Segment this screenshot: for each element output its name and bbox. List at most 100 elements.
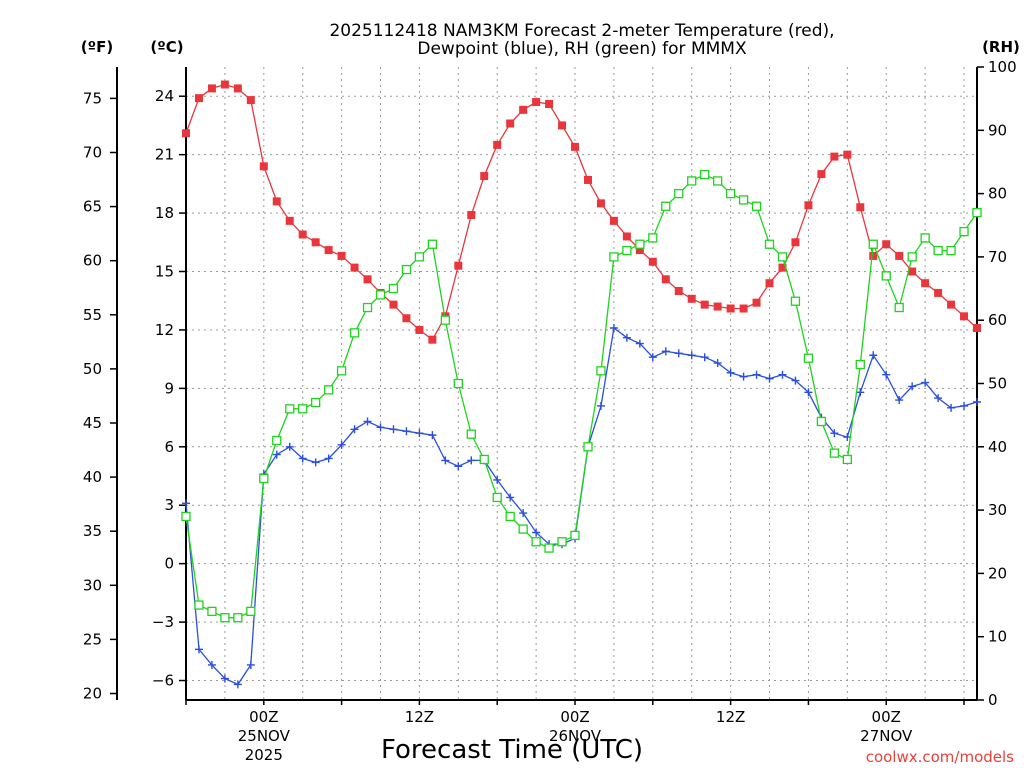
rh-point [323, 385, 334, 395]
dewpoint-point [596, 401, 605, 410]
dewpoint-point [830, 429, 839, 438]
temperature-point [558, 121, 567, 130]
celsius-tick-label: 0 [164, 555, 174, 573]
rh-point [349, 328, 360, 338]
rh-point [298, 404, 308, 414]
rh-point [907, 252, 917, 262]
dewpoint-point [895, 396, 904, 405]
rh-point [388, 283, 399, 294]
rh-tick-label: 40 [988, 438, 1007, 456]
rh-point [946, 245, 956, 256]
dewpoint-point [739, 372, 748, 381]
temperature-point [765, 279, 774, 288]
dewpoint-point [532, 528, 541, 537]
temperature-point [596, 199, 605, 208]
dewpoint-point [389, 425, 398, 434]
rh-point [414, 252, 425, 262]
temperature-point [609, 216, 618, 225]
celsius-tick-label: 9 [164, 379, 174, 397]
celsius-tick-label: −6 [152, 672, 174, 690]
rh-point [816, 416, 827, 427]
rh-point [544, 543, 554, 553]
series-temperature [182, 80, 981, 344]
temperature-point [532, 98, 541, 107]
series-rh [181, 169, 982, 623]
rh-point [829, 448, 840, 458]
dewpoint-point [752, 370, 761, 379]
credit-link[interactable]: coolwx.com/models [866, 748, 1014, 766]
x-tick-label: 00Z [872, 708, 901, 726]
dewpoint-point [778, 370, 787, 379]
rh-point [207, 606, 217, 617]
rh-tick-label: 0 [988, 691, 998, 709]
dewpoint-point [337, 440, 346, 449]
rh-point [401, 264, 412, 275]
rh-tick-label: 90 [988, 121, 1007, 139]
celsius-tick-label: 3 [164, 496, 174, 514]
rh-point [492, 492, 502, 503]
temperature-point [687, 294, 696, 303]
dewpoint-point [921, 378, 930, 387]
temperature-point [882, 240, 891, 249]
rh-point [700, 169, 710, 180]
rh-point [959, 226, 969, 237]
temperature-point [182, 129, 190, 138]
dewpoint-point [856, 388, 865, 397]
dewpoint-point [960, 401, 969, 410]
dewpoint-point [285, 442, 294, 451]
rh-point [738, 195, 749, 205]
temperature-point [363, 275, 372, 284]
temperature-point [493, 140, 502, 149]
x-tick-date: 27NOV [860, 727, 913, 745]
temperature-point [428, 335, 437, 344]
rh-point [557, 537, 567, 547]
rh-point [362, 302, 373, 313]
temperature-point [272, 197, 281, 206]
temperature-point [285, 216, 294, 225]
temperature-point [635, 246, 644, 255]
x-tick-year: 2025 [245, 746, 283, 764]
temperature-point [908, 267, 917, 276]
temperature-point [337, 251, 346, 260]
rh-tick-label: 10 [988, 628, 1007, 646]
dewpoint-point [182, 499, 190, 508]
rh-point [479, 454, 489, 465]
dewpoint-point [441, 456, 450, 465]
rh-line [185, 173, 978, 619]
fahrenheit-tick-label: 25 [83, 630, 102, 648]
chart-title-line-1: 2025112418 NAM3KM Forecast 2-meter Tempe… [329, 21, 834, 41]
dewpoint-point [454, 462, 463, 471]
rh-point [609, 252, 619, 262]
rh-point [777, 252, 788, 262]
rh-point [868, 239, 878, 249]
dewpoint-point [376, 423, 385, 432]
temperature-point [869, 251, 878, 260]
series-dewpoint [182, 323, 981, 689]
rh-axis: 0 10 20 30 40 50 60 70 80 90 100 [977, 58, 1017, 709]
rh-unit-label: (RH) [982, 38, 1020, 56]
rh-point [181, 511, 191, 522]
fahrenheit-tick-label: 45 [83, 414, 102, 432]
x-tick-label: 00Z [249, 708, 278, 726]
temperature-point [739, 304, 748, 313]
rh-point [427, 239, 438, 249]
dewpoint-point [882, 370, 891, 379]
rh-point [518, 524, 528, 534]
celsius-tick-label: 15 [155, 263, 174, 281]
dewpoint-point [635, 339, 644, 348]
temperature-point [324, 246, 333, 255]
dewpoint-point [791, 376, 800, 385]
rh-point [194, 600, 204, 610]
temperature-point [545, 100, 554, 109]
dewpoint-point [363, 417, 372, 426]
temperature-point [960, 312, 969, 321]
rh-tick-label: 30 [988, 501, 1007, 519]
temperature-point [674, 286, 683, 295]
temperature-point [804, 201, 813, 210]
rh-point [764, 239, 775, 249]
dewpoint-point [973, 398, 981, 407]
x-tick-label: 00Z [560, 708, 589, 726]
rh-tick-label: 60 [988, 311, 1007, 329]
temperature-point [506, 119, 515, 128]
